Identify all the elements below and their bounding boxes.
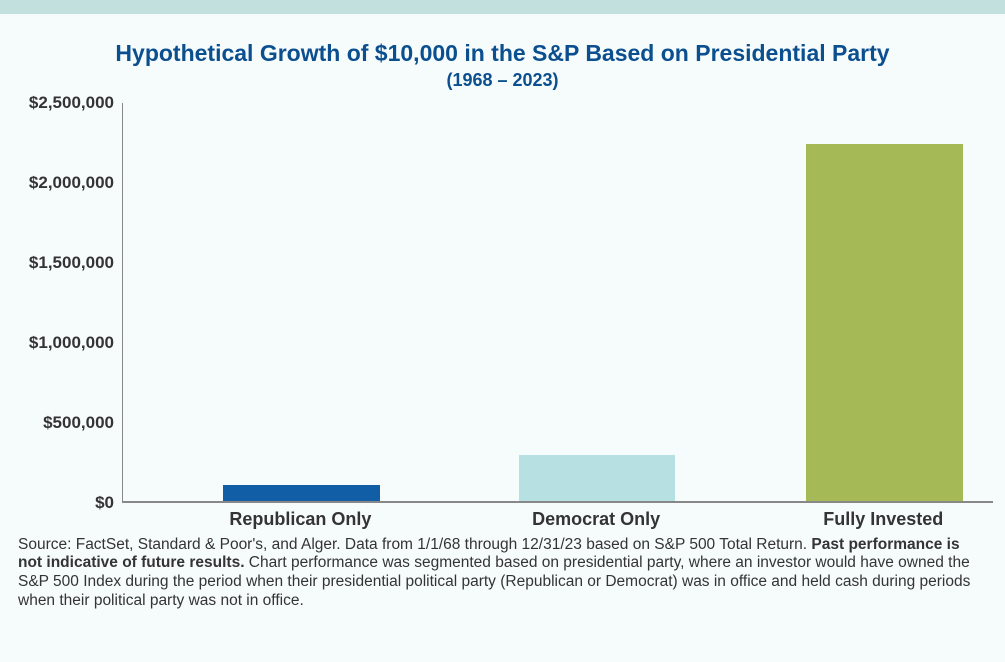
x-axis-label: Republican Only bbox=[222, 509, 379, 530]
y-tick-label: $0 bbox=[95, 493, 114, 513]
bar bbox=[223, 485, 380, 501]
chart-subtitle: (1968 – 2023) bbox=[12, 70, 993, 91]
y-tick-label: $2,500,000 bbox=[29, 93, 114, 113]
x-axis-label: Democrat Only bbox=[518, 509, 675, 530]
x-axis-label: Fully Invested bbox=[805, 509, 962, 530]
y-tick-label: $1,500,000 bbox=[29, 253, 114, 273]
y-tick-label: $2,000,000 bbox=[29, 173, 114, 193]
y-axis: $0$500,000$1,000,000$1,500,000$2,000,000… bbox=[12, 103, 122, 503]
source-note-prefix: Source: FactSet, Standard & Poor's, and … bbox=[18, 536, 811, 553]
x-axis-line bbox=[122, 501, 994, 503]
y-tick-label: $500,000 bbox=[43, 413, 114, 433]
bar bbox=[806, 144, 963, 501]
y-tick-label: $1,000,000 bbox=[29, 333, 114, 353]
bar bbox=[519, 455, 676, 501]
plot-area bbox=[122, 103, 993, 503]
chart-title: Hypothetical Growth of $10,000 in the S&… bbox=[12, 39, 993, 68]
content-area: Hypothetical Growth of $10,000 in the S&… bbox=[0, 14, 1005, 610]
top-accent-band bbox=[0, 0, 1005, 14]
source-note: Source: FactSet, Standard & Poor's, and … bbox=[12, 536, 993, 610]
